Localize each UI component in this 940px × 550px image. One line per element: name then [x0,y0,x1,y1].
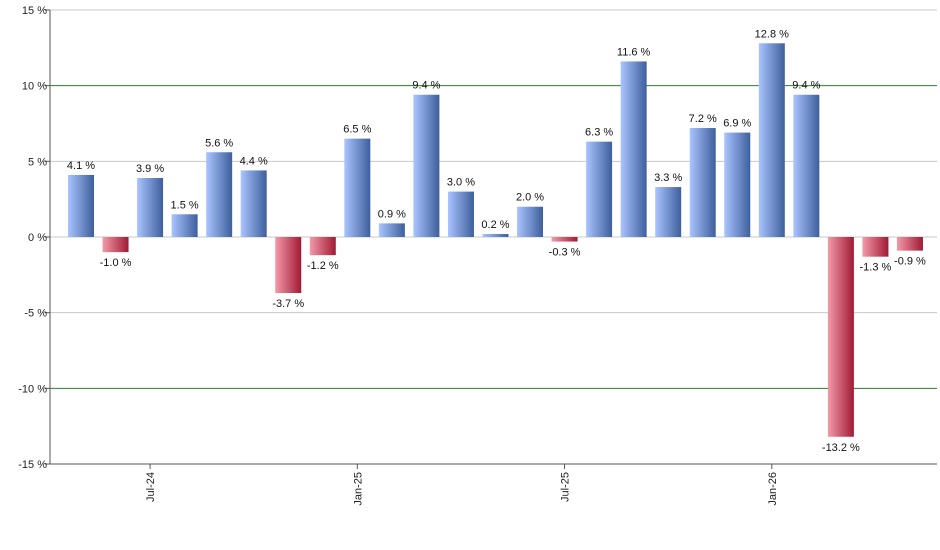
bar [758,43,785,237]
bar-value-label: 6.9 % [723,118,751,130]
bar [724,132,751,237]
bar [171,214,198,237]
y-tick-label: 0 % [28,232,47,244]
bar-value-label: 6.3 % [585,127,613,139]
bar-value-label: -13.2 % [822,442,860,454]
bar-value-label: 12.8 % [755,28,789,40]
bar [137,177,164,237]
bar [309,237,336,256]
bar-value-label: 4.1 % [67,160,95,172]
bar-value-label: -3.7 % [272,298,304,310]
bar-value-label: 3.0 % [447,177,475,189]
bar [517,206,544,237]
bar-value-label: 0.2 % [481,219,509,231]
bar-value-label: -1.3 % [860,262,892,274]
bar-value-label: 3.3 % [654,172,682,184]
bar [344,138,371,237]
bar [551,237,578,242]
bar [482,233,509,237]
bar-value-label: 3.9 % [136,163,164,175]
data-labels: 4.1 % -1.0 % 3.9 % 1.5 % 5.6 % 4.4 % -3.7 % -1.… [67,28,926,453]
bar [413,94,440,237]
bar [896,237,923,251]
bar-value-label: 9.4 % [792,80,820,92]
bar-value-label: 0.9 % [378,208,406,220]
bar-value-label: 2.0 % [516,192,544,204]
x-tick-label: Jan-25 [352,472,364,506]
y-tick-label: 5 % [28,156,47,168]
bar-value-label: 1.5 % [171,199,199,211]
bar-value-label: -1.0 % [100,257,132,269]
bar-value-label: 7.2 % [689,113,717,125]
axes: 15 % 10 % 5 % 0 % -5 % -10 % -15 % Jul-24 Jan-25… [18,5,937,506]
bar [275,237,302,293]
bar [655,187,682,237]
bar-value-label: -0.9 % [894,256,926,268]
bar [827,237,854,437]
bar-value-label: -1.2 % [307,260,339,272]
y-tick-label: -15 % [18,459,47,471]
bar [240,170,267,237]
bar-value-label: 6.5 % [343,124,371,136]
y-tick-label: -5 % [24,308,47,320]
x-tick-label: Jul-24 [145,472,157,502]
bar [447,191,474,237]
x-tick-label: Jul-25 [560,472,572,502]
y-tick-label: 15 % [22,5,47,17]
bar [68,174,94,237]
bar-value-label: 4.4 % [240,155,268,167]
bar [102,237,129,253]
bar [586,141,613,237]
bar [206,152,233,237]
bar-value-label: 5.6 % [205,137,233,149]
bar [620,61,647,237]
bar [862,237,889,257]
bars [68,43,923,437]
x-tick-label: Jan-26 [767,472,779,506]
bar [689,128,716,237]
bar [378,223,405,237]
bar-value-label: 11.6 % [617,46,651,58]
bar [793,94,820,237]
bar-value-label: 9.4 % [412,80,440,92]
y-tick-label: 10 % [22,81,47,93]
bar-value-label: -0.3 % [549,247,581,259]
y-tick-label: -10 % [18,383,47,395]
